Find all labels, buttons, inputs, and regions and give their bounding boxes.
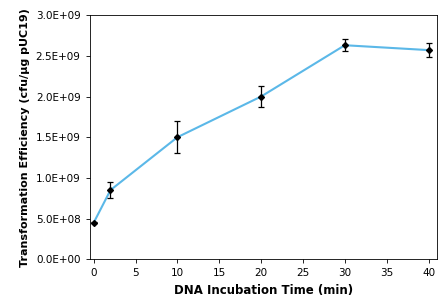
Y-axis label: Transformation Efficiency (cfu/µg pUC19): Transformation Efficiency (cfu/µg pUC19) (20, 8, 30, 267)
X-axis label: DNA Incubation Time (min): DNA Incubation Time (min) (174, 284, 353, 297)
